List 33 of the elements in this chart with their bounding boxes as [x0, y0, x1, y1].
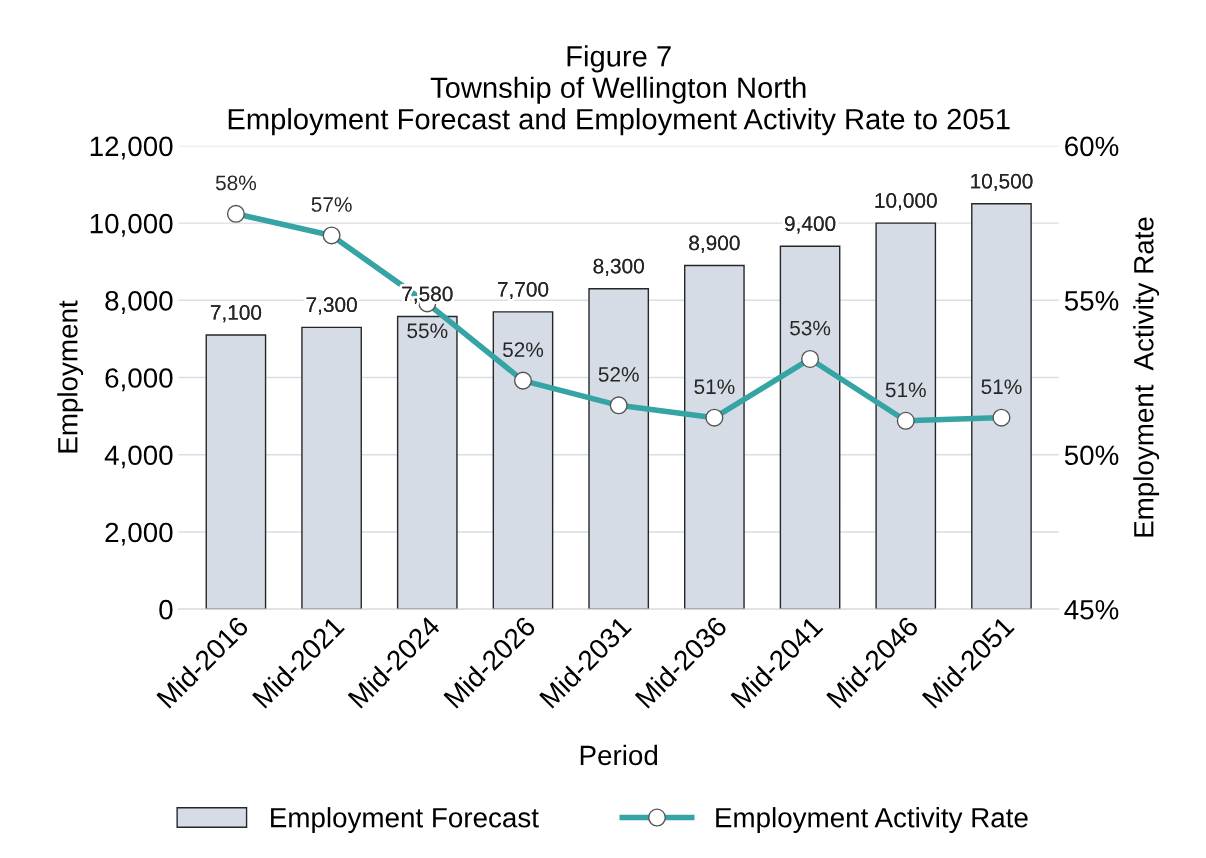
data-label: 51%	[981, 379, 1022, 395]
data-label: 52%	[598, 367, 639, 382]
legend-label: Employment Activity Rate	[716, 807, 1028, 833]
legend-label: Employment Forecast	[271, 807, 539, 833]
data-label: 51%	[885, 382, 926, 398]
y-axis-title: Employment	[57, 300, 84, 453]
y-tick-label: 6,000	[105, 368, 173, 392]
data-label: 7,300	[306, 297, 357, 315]
y2-axis-title: Employment Activity Rate	[1133, 217, 1160, 537]
data-label: 51%	[694, 379, 735, 395]
data-label: 9,400	[784, 216, 836, 234]
y2-tick-label: 50%	[1064, 445, 1119, 466]
chart-title: Figure 7 Township of Wellington North Employment Forecast and Employment Activity Rate to 2051	[228, 45, 1010, 136]
y-tick-label: 8,000	[105, 290, 173, 314]
y-tick-label: 10,000	[90, 213, 173, 237]
data-label: 7,100	[210, 305, 262, 323]
data-label: 52%	[502, 342, 544, 358]
y-tick-label: 2,000	[105, 522, 173, 546]
data-label: 8,300	[593, 258, 644, 276]
y2-tick-label: 45%	[1064, 599, 1119, 620]
data-label: 7,700	[497, 281, 549, 300]
data-label: 58%	[215, 175, 257, 191]
data-label: 53%	[790, 320, 831, 336]
data-label: 55%	[407, 323, 448, 339]
data-label: 57%	[311, 197, 352, 212]
data-label: 8,900	[689, 235, 740, 253]
y2-tick-label: 60%	[1065, 136, 1119, 157]
y-tick-label: 12,000	[90, 136, 173, 160]
data-label: 10,500	[971, 173, 1033, 192]
y2-tick-label: 55%	[1064, 291, 1119, 311]
data-label: 10,000	[875, 193, 937, 211]
y-tick-label: 4,000	[104, 445, 173, 469]
x-axis-title: Period	[580, 744, 658, 766]
